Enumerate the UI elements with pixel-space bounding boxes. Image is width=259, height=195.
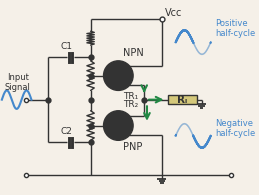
Text: C2: C2 [61, 127, 73, 136]
Text: Vcc: Vcc [164, 8, 182, 18]
Text: Rₗ: Rₗ [177, 95, 188, 105]
FancyBboxPatch shape [168, 95, 197, 104]
Text: PNP: PNP [123, 142, 142, 152]
Text: TR₂: TR₂ [123, 100, 138, 109]
Text: TR₁: TR₁ [123, 92, 138, 101]
Text: Positive
half-cycle: Positive half-cycle [215, 19, 256, 38]
Text: NPN: NPN [123, 48, 143, 58]
Text: Input
Signal: Input Signal [5, 73, 31, 92]
Circle shape [104, 61, 133, 90]
Text: Negative
half-cycle: Negative half-cycle [215, 119, 256, 138]
Circle shape [104, 111, 133, 140]
Text: C1: C1 [61, 42, 73, 51]
